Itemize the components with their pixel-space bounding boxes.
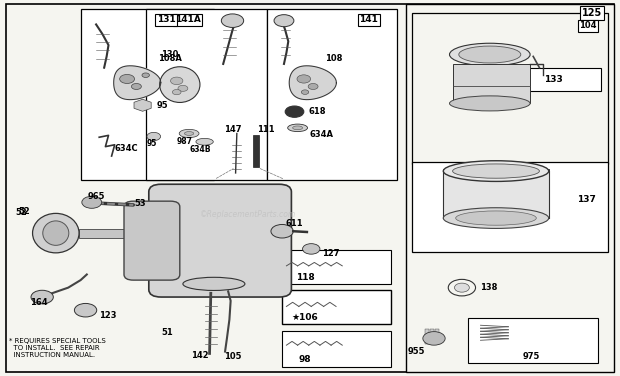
Text: 965: 965 [88, 192, 105, 201]
Circle shape [454, 283, 469, 292]
Text: 147: 147 [224, 125, 242, 134]
Bar [282, 250, 391, 284]
Ellipse shape [159, 67, 200, 102]
Text: 104: 104 [579, 21, 596, 30]
Text: 111: 111 [257, 125, 275, 134]
Bar [443, 169, 549, 218]
Circle shape [74, 303, 97, 317]
Text: 118: 118 [296, 273, 314, 282]
Ellipse shape [443, 208, 549, 229]
FancyBboxPatch shape [124, 201, 180, 280]
Polygon shape [290, 66, 336, 100]
Circle shape [271, 224, 293, 238]
Ellipse shape [443, 161, 549, 181]
Text: 955: 955 [408, 347, 425, 356]
Bar [146, 9, 267, 180]
Circle shape [31, 290, 53, 304]
Text: 138: 138 [480, 283, 498, 292]
Text: 987: 987 [177, 136, 193, 146]
Ellipse shape [185, 132, 193, 135]
Polygon shape [113, 66, 161, 100]
Ellipse shape [450, 43, 530, 66]
Bar [453, 64, 530, 103]
Text: 95: 95 [147, 139, 157, 148]
Circle shape [82, 196, 102, 208]
Bar [267, 9, 397, 180]
Text: ★106: ★106 [291, 313, 319, 322]
Bar [435, 329, 439, 344]
Text: 141: 141 [360, 15, 378, 24]
Circle shape [221, 14, 244, 27]
Text: 131: 131 [157, 15, 175, 24]
Text: 137: 137 [577, 195, 596, 204]
Text: 141A: 141A [175, 15, 201, 24]
Ellipse shape [456, 211, 536, 225]
Bar [282, 290, 391, 324]
Circle shape [285, 106, 304, 117]
Circle shape [131, 83, 141, 89]
Circle shape [423, 332, 445, 345]
Circle shape [147, 132, 161, 141]
Circle shape [303, 244, 320, 254]
Text: 105: 105 [224, 352, 241, 361]
Text: 618: 618 [309, 107, 326, 116]
Bar [505, 68, 601, 91]
Bar [468, 318, 598, 363]
Text: 634B: 634B [190, 145, 211, 154]
Circle shape [172, 89, 181, 95]
Text: 98: 98 [299, 355, 311, 364]
Ellipse shape [450, 96, 530, 111]
Text: 53: 53 [135, 199, 146, 208]
Text: ©ReplacementParts.com: ©ReplacementParts.com [200, 210, 296, 219]
Bar [253, 135, 259, 167]
Text: 142: 142 [191, 351, 208, 360]
Ellipse shape [288, 124, 308, 132]
Text: 634C: 634C [115, 144, 138, 153]
Bar [430, 329, 434, 344]
Text: 123: 123 [99, 311, 117, 320]
Ellipse shape [196, 138, 213, 145]
Ellipse shape [293, 126, 303, 130]
Text: 164: 164 [30, 298, 47, 307]
Text: * REQUIRES SPECIAL TOOLS
  TO INSTALL.  SEE REPAIR
  INSTRUCTION MANUAL.: * REQUIRES SPECIAL TOOLS TO INSTALL. SEE… [9, 338, 106, 358]
Ellipse shape [179, 129, 199, 138]
Circle shape [120, 74, 135, 83]
Text: 108A: 108A [158, 54, 182, 63]
Circle shape [274, 15, 294, 27]
Text: 127: 127 [322, 249, 340, 258]
Bar [425, 329, 429, 344]
Bar [406, 4, 614, 372]
Bar [412, 13, 608, 164]
Text: 52: 52 [19, 207, 30, 216]
Circle shape [297, 75, 311, 83]
Text: 611: 611 [285, 219, 303, 228]
Ellipse shape [453, 164, 539, 178]
Circle shape [178, 85, 188, 91]
Bar [81, 9, 214, 180]
Text: 52: 52 [16, 208, 27, 217]
Circle shape [142, 73, 149, 77]
Text: 108: 108 [326, 54, 343, 63]
Ellipse shape [459, 46, 521, 63]
Text: 95: 95 [156, 101, 168, 110]
Circle shape [301, 90, 309, 94]
FancyBboxPatch shape [149, 184, 291, 297]
Bar [412, 162, 608, 252]
Text: 130: 130 [161, 50, 179, 59]
Text: 133: 133 [544, 75, 563, 84]
Ellipse shape [32, 214, 79, 253]
Bar [412, 13, 608, 164]
Circle shape [308, 83, 318, 89]
Text: 51: 51 [162, 328, 173, 337]
Text: 975: 975 [523, 352, 540, 361]
Bar [282, 331, 391, 367]
Text: 634A: 634A [310, 130, 334, 139]
Text: 125: 125 [582, 8, 602, 18]
Circle shape [170, 77, 183, 85]
Ellipse shape [183, 277, 245, 290]
Ellipse shape [43, 221, 69, 246]
Bar [79, 229, 135, 238]
